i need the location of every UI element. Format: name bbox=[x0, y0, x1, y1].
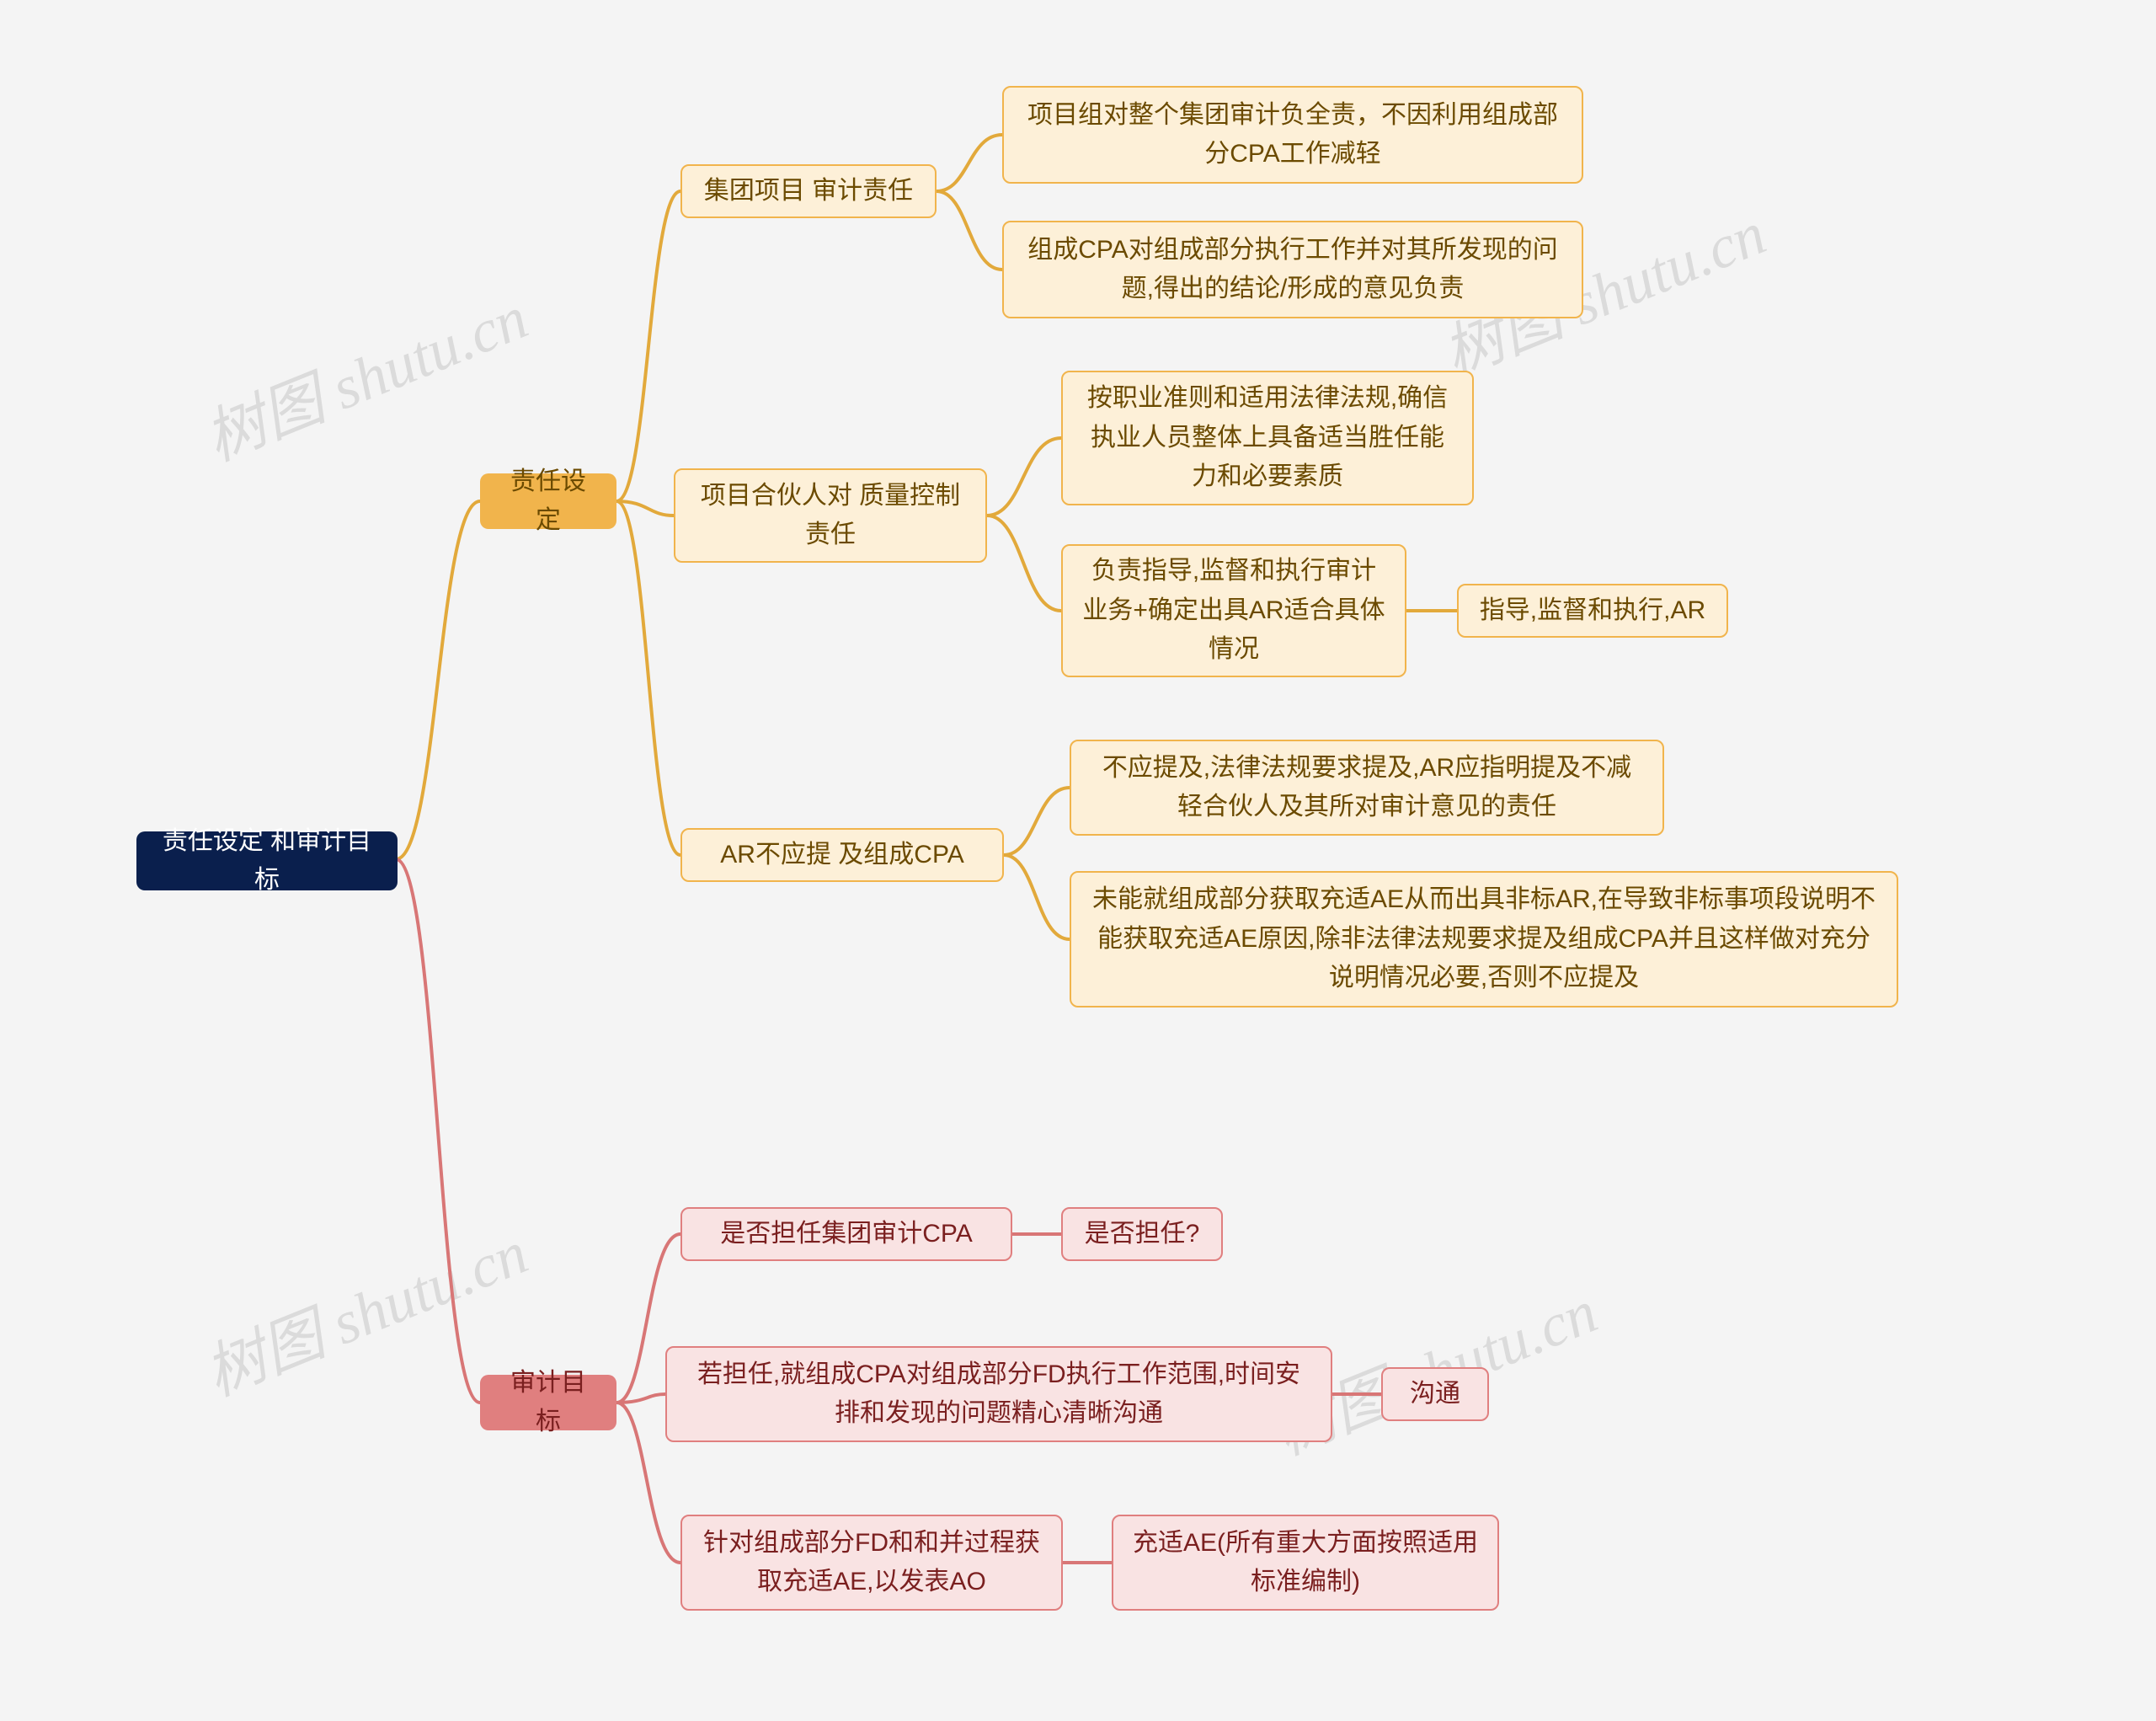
edge bbox=[937, 135, 1002, 191]
mindmap-canvas: 树图 shutu.cn 树图 shutu.cn 树图 shutu.cn 树图 s… bbox=[0, 0, 2156, 1721]
root-node[interactable]: 责任设定 和审计目标 bbox=[136, 831, 398, 890]
tree-node[interactable]: 是否担任? bbox=[1061, 1207, 1223, 1261]
node-label: 是否担任集团审计CPA bbox=[720, 1215, 972, 1254]
edge bbox=[396, 501, 480, 859]
node-label: 责任设定 bbox=[499, 462, 598, 541]
edge bbox=[987, 438, 1061, 516]
tree-node[interactable]: 针对组成部分FD和和并过程获取充适AE,以发表AO bbox=[680, 1515, 1063, 1611]
edge bbox=[1004, 788, 1070, 855]
node-label: 项目组对整个集团审计负全责，不因利用组成部分CPA工作减轻 bbox=[1022, 96, 1563, 174]
tree-node[interactable]: 组成CPA对组成部分执行工作并对其所发现的问题,得出的结论/形成的意见负责 bbox=[1002, 221, 1583, 318]
branch-node[interactable]: 审计目标 bbox=[480, 1375, 616, 1430]
tree-node[interactable]: 沟通 bbox=[1381, 1367, 1489, 1421]
node-label: 集团项目 审计责任 bbox=[704, 172, 913, 211]
node-label: 项目合伙人对 质量控制责任 bbox=[694, 477, 967, 555]
edge bbox=[616, 1394, 665, 1403]
node-label: 沟通 bbox=[1410, 1375, 1460, 1414]
tree-node[interactable]: AR不应提 及组成CPA bbox=[680, 828, 1004, 882]
edge bbox=[1004, 855, 1070, 939]
tree-node[interactable]: 负责指导,监督和执行审计业务+确定出具AR适合具体情况 bbox=[1061, 544, 1406, 677]
edge bbox=[987, 516, 1061, 611]
edge bbox=[616, 191, 680, 501]
node-label: 指导,监督和执行,AR bbox=[1480, 591, 1705, 631]
node-label: 按职业准则和适用法律法规,确信执业人员整体上具备适当胜任能力和必要素质 bbox=[1081, 379, 1454, 497]
edge bbox=[616, 501, 680, 855]
root-label: 责任设定 和审计目标 bbox=[155, 822, 379, 901]
edge bbox=[616, 501, 674, 516]
watermark: 树图 shutu.cn bbox=[189, 268, 538, 478]
tree-node[interactable]: 不应提及,法律法规要求提及,AR应指明提及不减轻合伙人及其所对审计意见的责任 bbox=[1070, 740, 1664, 836]
tree-node[interactable]: 项目合伙人对 质量控制责任 bbox=[674, 468, 987, 563]
tree-node[interactable]: 项目组对整个集团审计负全责，不因利用组成部分CPA工作减轻 bbox=[1002, 86, 1583, 184]
node-label: 不应提及,法律法规要求提及,AR应指明提及不减轻合伙人及其所对审计意见的责任 bbox=[1090, 749, 1644, 827]
edge bbox=[937, 191, 1002, 270]
tree-node[interactable]: 充适AE(所有重大方面按照适用标准编制) bbox=[1112, 1515, 1499, 1611]
tree-node[interactable]: 若担任,就组成CPA对组成部分FD执行工作范围,时间安排和发现的问题精心清晰沟通 bbox=[665, 1346, 1332, 1442]
node-label: 若担任,就组成CPA对组成部分FD执行工作范围,时间安排和发现的问题精心清晰沟通 bbox=[686, 1355, 1312, 1434]
node-label: 针对组成部分FD和和并过程获取充适AE,以发表AO bbox=[701, 1524, 1043, 1602]
node-label: 未能就组成部分获取充适AE从而出具非标AR,在导致非标事项段说明不能获取充适AE… bbox=[1090, 880, 1878, 998]
node-label: 是否担任? bbox=[1085, 1215, 1200, 1254]
node-label: 组成CPA对组成部分执行工作并对其所发现的问题,得出的结论/形成的意见负责 bbox=[1022, 231, 1563, 309]
branch-node[interactable]: 责任设定 bbox=[480, 473, 616, 529]
node-label: 负责指导,监督和执行审计业务+确定出具AR适合具体情况 bbox=[1081, 552, 1386, 670]
tree-node[interactable]: 指导,监督和执行,AR bbox=[1457, 584, 1728, 638]
tree-node[interactable]: 未能就组成部分获取充适AE从而出具非标AR,在导致非标事项段说明不能获取充适AE… bbox=[1070, 871, 1898, 1007]
node-label: AR不应提 及组成CPA bbox=[720, 836, 963, 875]
tree-node[interactable]: 是否担任集团审计CPA bbox=[680, 1207, 1012, 1261]
edge bbox=[396, 859, 480, 1403]
node-label: 充适AE(所有重大方面按照适用标准编制) bbox=[1132, 1524, 1479, 1602]
tree-node[interactable]: 集团项目 审计责任 bbox=[680, 164, 937, 218]
node-label: 审计目标 bbox=[499, 1364, 598, 1442]
tree-node[interactable]: 按职业准则和适用法律法规,确信执业人员整体上具备适当胜任能力和必要素质 bbox=[1061, 371, 1474, 505]
